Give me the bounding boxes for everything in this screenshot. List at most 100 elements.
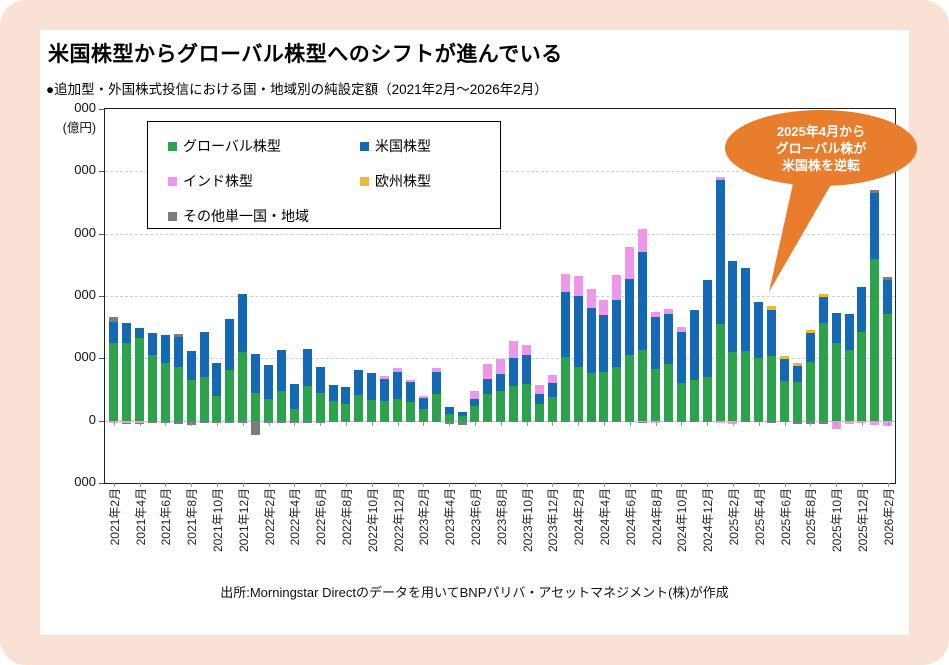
x-axis-tick-label: 2024年10月 [673, 488, 689, 578]
x-axis-tick-label: 2024年12月 [699, 488, 715, 578]
x-axis-tick-label-text: 2022年6月 [314, 488, 329, 546]
legend-label: インド株型 [183, 173, 253, 189]
callout-bubble: 2025年4月から グローバル株が 米国株を逆転 [725, 110, 917, 186]
x-tick [552, 421, 554, 426]
x-tick [500, 421, 502, 426]
bar-segment-negative [870, 420, 880, 426]
x-axis-tick-label: 2021年10月 [209, 488, 225, 578]
bar-segment [870, 192, 880, 259]
legend-label: その他単一国・地域 [183, 208, 309, 224]
bar-segment [792, 366, 802, 382]
bar-segment [147, 355, 157, 421]
bar-segment [405, 402, 415, 421]
bar-segment [444, 406, 454, 415]
bar-segment [599, 371, 609, 421]
bar-segment [418, 409, 428, 421]
bar-segment [844, 313, 854, 350]
bar-segment [663, 313, 673, 364]
legend-item-us: 米国株型 [360, 136, 431, 156]
bar-segment [186, 380, 196, 421]
x-tick [165, 421, 167, 426]
x-axis-tick-label-text: 2025年2月 [726, 488, 741, 546]
x-axis-tick-label: 2025年6月 [777, 488, 793, 578]
x-axis-tick-label-text: 2022年10月 [365, 488, 380, 553]
bar-segment [767, 305, 777, 310]
x-axis-tick-label: 2021年12月 [235, 488, 251, 578]
legend-item-india: インド株型 [168, 171, 253, 191]
bar-segment-negative [147, 420, 157, 424]
x-tick [758, 483, 760, 487]
bar-segment-negative [599, 420, 609, 422]
bar-segment [547, 375, 557, 384]
bar-segment-negative [702, 420, 712, 423]
x-tick [526, 421, 528, 426]
x-tick [294, 421, 296, 426]
legend-label: 米国株型 [375, 138, 431, 154]
bar-segment-negative [560, 420, 570, 422]
bar-segment [689, 310, 699, 381]
bar-segment [276, 350, 286, 391]
bar-segment [109, 316, 119, 323]
x-tick [191, 483, 193, 487]
bar-segment [315, 366, 325, 393]
bar-segment [715, 324, 725, 421]
bar-segment [302, 385, 312, 421]
bar-segment [728, 261, 738, 353]
x-tick [887, 421, 889, 426]
x-axis-tick-label-text: 2022年4月 [288, 488, 303, 546]
x-tick [836, 483, 838, 487]
bar-segment [780, 358, 789, 381]
chart-card: 米国株型からグローバル株型へのシフトが進んでいる ●追加型・外国株式投信における… [40, 30, 917, 635]
x-axis-tick-label: 2025年10月 [828, 488, 844, 578]
bar-segment [354, 394, 364, 421]
bar-segment [238, 352, 248, 421]
bar-segment [522, 345, 531, 356]
bar-segment [251, 353, 261, 394]
x-axis-tick-label: 2026年2月 [880, 488, 896, 578]
bar-segment [831, 312, 841, 343]
x-tick [371, 483, 373, 487]
bar-segment [754, 301, 764, 358]
bar-segment-negative [534, 420, 544, 422]
bar-segment [741, 267, 751, 351]
bar-segment [586, 288, 596, 309]
x-tick [861, 483, 863, 487]
bar-segment [393, 399, 402, 421]
bar-segment-negative [354, 420, 364, 423]
bar-segment [186, 351, 196, 381]
x-tick [629, 483, 631, 487]
x-axis-tick-label: 2021年6月 [157, 488, 173, 578]
bar-segment-negative [393, 420, 402, 423]
europe-equity-swatch-icon [360, 176, 369, 186]
bar-segment-negative [199, 420, 209, 423]
bar-segment [405, 380, 415, 383]
bar-segment [805, 333, 815, 363]
bar-segment [354, 370, 364, 395]
x-axis-tick-label-text: 2025年6月 [778, 488, 793, 546]
callout-line: 米国株を逆転 [781, 157, 860, 173]
x-axis-tick-label: 2025年4月 [751, 488, 767, 578]
bar-segment [870, 190, 880, 193]
bar-segment [367, 399, 377, 421]
bar-segment [883, 279, 893, 314]
bar-segment [122, 342, 132, 421]
x-tick [242, 483, 244, 487]
x-tick [758, 421, 760, 426]
legend-item-europe: 欧州株型 [360, 171, 431, 191]
y-axis-tick-label: 000 [74, 162, 96, 178]
bar-segment [780, 356, 789, 359]
bar-segment [135, 328, 144, 339]
x-tick [242, 421, 244, 426]
x-tick [655, 483, 657, 487]
y-axis-tick-label: 000 [74, 224, 96, 240]
bar-segment [483, 363, 493, 380]
bar-segment [844, 349, 854, 421]
bar-segment [380, 375, 390, 380]
bar-segment [651, 317, 660, 369]
bar-segment-negative [367, 420, 377, 422]
bar-segment [883, 276, 893, 280]
x-axis-tick-label: 2025年12月 [854, 488, 870, 578]
x-axis-tick-label-text: 2024年4月 [597, 488, 612, 546]
bar-segment-negative [470, 420, 480, 423]
